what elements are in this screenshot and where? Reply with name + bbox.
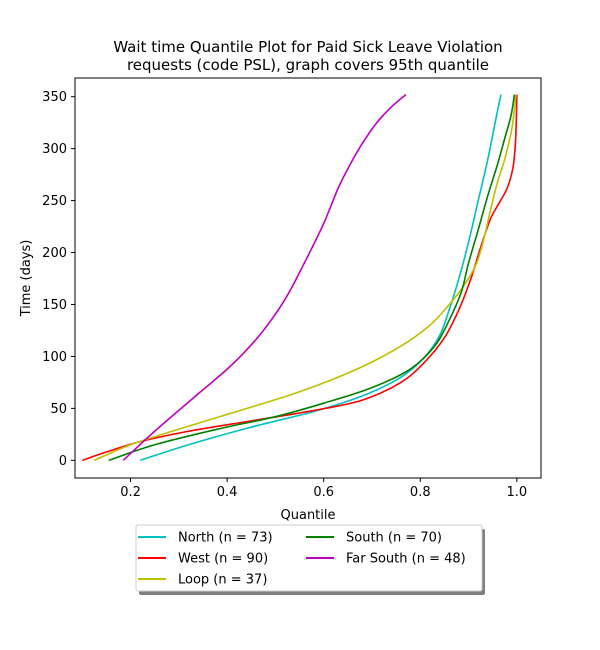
legend-label-south: South (n = 70) <box>346 531 442 546</box>
chart-title-line-2: requests (code PSL), graph covers 95th q… <box>127 56 489 74</box>
x-tick-label: 0.8 <box>410 485 431 500</box>
plot-area: 0.2 0.4 0.6 0.8 1.0 0 50 100 150 200 250 300 350 <box>42 77 542 500</box>
y-tick-label: 200 <box>42 246 67 261</box>
x-axis-ticks: 0.2 0.4 0.6 0.8 1.0 <box>120 478 527 500</box>
y-axis-ticks: 0 50 100 150 200 250 300 350 <box>42 90 75 469</box>
chart-title-line-1: Wait time Quantile Plot for Paid Sick Le… <box>113 38 502 56</box>
plot-frame <box>74 77 542 479</box>
y-tick-label: 350 <box>42 90 67 105</box>
y-tick-label: 50 <box>50 402 67 417</box>
legend-label-west: West (n = 90) <box>178 552 268 567</box>
x-tick-label: 1.0 <box>507 485 528 500</box>
y-tick-label: 100 <box>42 350 67 365</box>
x-axis-label: Quantile <box>281 508 336 523</box>
series-line-south <box>108 94 516 462</box>
y-tick-label: 300 <box>42 142 67 157</box>
series-line-north <box>139 94 502 462</box>
series-lines <box>81 94 518 462</box>
y-tick-label: 250 <box>42 194 67 209</box>
series-line-far-south <box>122 94 407 461</box>
legend-label-loop: Loop (n = 37) <box>178 573 267 588</box>
y-tick-label: 0 <box>59 454 67 469</box>
x-tick-label: 0.6 <box>313 485 334 500</box>
series-line-loop <box>94 94 517 462</box>
legend-label-far-south: Far South (n = 48) <box>346 552 466 567</box>
legend-label-north: North (n = 73) <box>178 531 273 546</box>
legend: North (n = 73) West (n = 90) Loop (n = 37)… <box>135 524 485 595</box>
series-line-west <box>81 94 518 462</box>
x-tick-label: 0.2 <box>120 485 141 500</box>
x-tick-label: 0.4 <box>217 485 238 500</box>
y-tick-label: 150 <box>42 298 67 313</box>
legend-entries: North (n = 73) West (n = 90) Loop (n = 37)… <box>138 531 466 588</box>
y-axis-label: Time (days) <box>19 240 34 318</box>
